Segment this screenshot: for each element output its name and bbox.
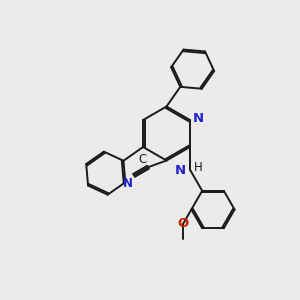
- Text: N: N: [175, 164, 186, 177]
- Text: N: N: [193, 112, 204, 125]
- Text: N: N: [123, 177, 133, 190]
- Text: C: C: [139, 153, 147, 166]
- Text: O: O: [178, 217, 189, 230]
- Text: H: H: [194, 160, 202, 174]
